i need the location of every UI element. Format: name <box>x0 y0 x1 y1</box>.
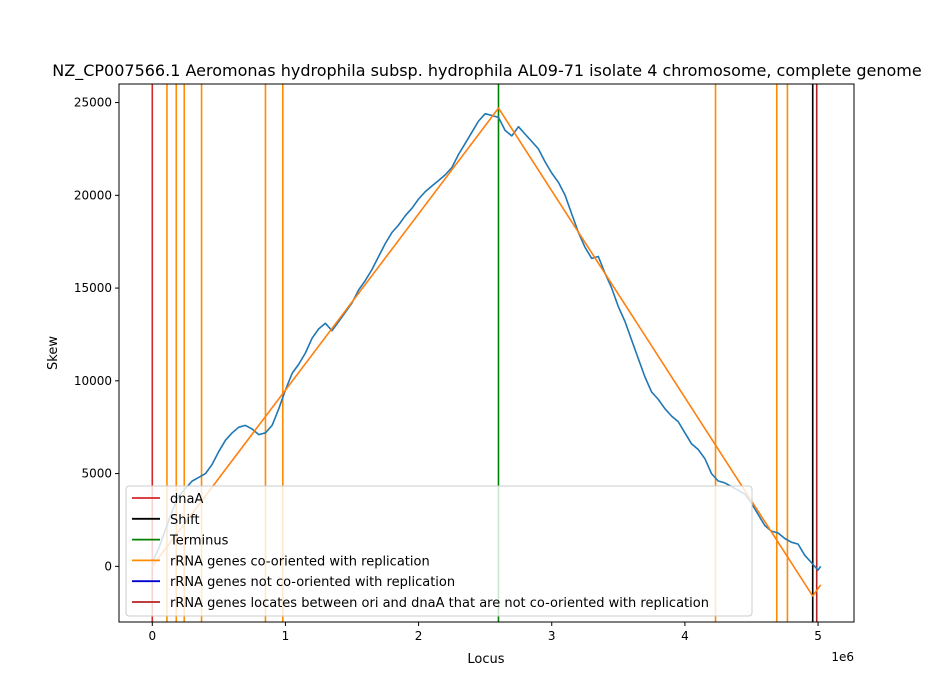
y-tick-label-3: 15000 <box>74 281 112 295</box>
series-line-1 <box>151 107 822 597</box>
y-tick-label-2: 10000 <box>74 374 112 388</box>
legend-entry-5: rRNA genes locates between ori and dnaA … <box>170 596 709 611</box>
x-tick-label-4: 4 <box>681 629 689 643</box>
plot-frame <box>118 83 855 623</box>
legend-entry-1: Shift <box>170 513 200 528</box>
x-tick-label-2: 2 <box>415 629 423 643</box>
x-axis: 0 1 2 3 4 5 <box>148 622 822 643</box>
y-axis: 0 5000 10000 15000 20000 25000 <box>74 96 119 573</box>
x-tick-label-1: 1 <box>282 629 290 643</box>
x-tick-label-3: 3 <box>548 629 556 643</box>
series-line-0 <box>151 112 822 571</box>
legend-entry-2: Terminus <box>169 534 229 549</box>
plot-area <box>118 83 855 623</box>
chart-title: NZ_CP007566.1 Aeromonas hydrophila subsp… <box>52 61 921 81</box>
x-offset-label: 1e6 <box>831 650 854 664</box>
legend-entry-3: rRNA genes co-oriented with replication <box>170 554 430 569</box>
series-layer <box>151 107 822 597</box>
y-tick-label-4: 20000 <box>74 188 112 202</box>
legend-entry-4: rRNA genes not co-oriented with replicat… <box>170 575 455 590</box>
x-tick-label-0: 0 <box>148 629 156 643</box>
y-tick-label-1: 5000 <box>81 467 112 481</box>
y-tick-label-5: 25000 <box>74 96 112 110</box>
legend-entry-0: dnaA <box>170 492 203 507</box>
y-tick-label-0: 0 <box>104 559 112 573</box>
y-axis-label: Skew <box>46 336 61 370</box>
legend-box <box>125 485 753 617</box>
legend: dnaA Shift Terminus rRNA genes co-oriented … <box>125 485 753 617</box>
x-tick-label-5: 5 <box>814 629 822 643</box>
x-axis-label: Locus <box>467 652 504 667</box>
